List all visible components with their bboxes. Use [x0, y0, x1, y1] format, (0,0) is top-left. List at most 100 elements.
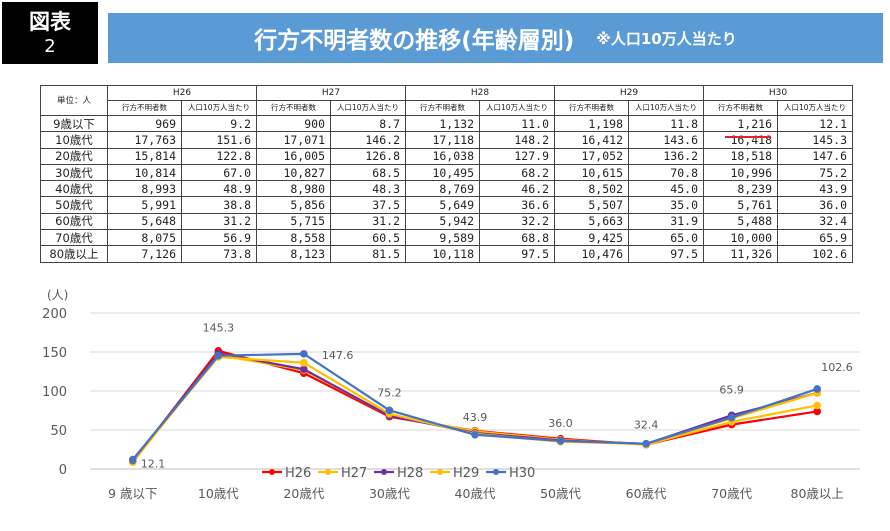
- sub-header-count: 行方不明者数: [703, 100, 778, 116]
- x-tick-label: 50歳代: [540, 486, 581, 501]
- data-point: [300, 358, 308, 367]
- sub-header-rate: 人口10万人当たり: [479, 100, 555, 116]
- title-note: ※人口10万人当たり: [596, 29, 737, 48]
- cell-count: 10,118: [405, 245, 480, 263]
- sub-header-count: 行方不明者数: [256, 100, 331, 116]
- year-header: H28: [405, 85, 555, 101]
- y-axis-label: (人): [47, 288, 68, 302]
- y-tick-label: 0: [59, 463, 67, 478]
- data-label: 32.4: [634, 419, 659, 432]
- cell-count: 7,126: [107, 245, 182, 263]
- cell-rate: 37.5: [330, 196, 406, 214]
- unit-label: 単位：人: [40, 85, 108, 116]
- legend-label: H26: [285, 466, 311, 481]
- row-label: 30歳代: [40, 163, 108, 182]
- cell-count: 10,000: [703, 229, 778, 247]
- table-row: 80歳以上 7,126 73.8 8,123 81.5 10,118 97.5 10,476 9…: [40, 245, 853, 263]
- data-label: 36.0: [548, 417, 573, 430]
- cell-count: 5,649: [405, 196, 480, 214]
- data-labels: 12.1 145.3 147.6 75.2 43.9 36.0 32.4 65.9 102.6: [141, 322, 853, 471]
- data-point: [385, 406, 394, 415]
- cell-rate: 122.8: [181, 147, 257, 165]
- data-label: 75.2: [377, 386, 402, 399]
- data-point: [813, 385, 822, 393]
- cell-rate: 145.3: [777, 131, 853, 149]
- table-row: 30歳代 10,814 67.0 10,827 68.5 10,495 68.2 10,615…: [40, 163, 853, 182]
- sub-header-count: 行方不明者数: [554, 100, 629, 116]
- sub-header-rate: 人口10万人当たり: [330, 100, 406, 116]
- year-header: H29: [554, 85, 704, 101]
- cell-rate: 81.5: [330, 245, 406, 263]
- cell-rate: 9.2: [181, 114, 257, 133]
- x-tick-label: 70歳代: [711, 486, 752, 501]
- cell-rate: 38.8: [181, 196, 257, 214]
- cell-rate: 32.4: [777, 212, 853, 231]
- sub-header-rate: 人口10万人当たり: [777, 100, 853, 116]
- line-chart: 0 50 100 150 200 9 歳以下 10歳代 20歳代 30歳代 40歳代 50歳代 60…: [42, 288, 860, 501]
- cell-count: 8,239: [703, 180, 778, 198]
- cell-count: 5,715: [256, 212, 331, 231]
- x-tick-label: 9 歳以下: [108, 486, 157, 501]
- cell-rate: 65.0: [628, 229, 704, 247]
- row-label: 10歳代: [40, 131, 108, 149]
- cell-count: 17,071: [256, 131, 331, 149]
- x-tick-label: 30歳代: [369, 486, 410, 501]
- cell-rate: 68.5: [330, 163, 406, 182]
- data-point: [300, 350, 308, 358]
- cell-count: 17,118: [405, 131, 480, 149]
- cell-rate: 70.8: [628, 163, 704, 182]
- series-h28: [128, 349, 822, 465]
- y-axis-ticks: 0 50 100 150 200: [42, 307, 67, 478]
- cell-rate: 67.0: [181, 163, 257, 182]
- sub-header-row: 行方不明者数 人口10万人当たり 行方不明者数 人口10万人当たり 行方不明者数 人口10…: [41, 100, 853, 116]
- cell-count: 5,488: [703, 212, 778, 231]
- data-point: [128, 455, 137, 464]
- cell-rate: 32.2: [479, 212, 555, 231]
- data-point: [556, 437, 565, 445]
- table-row: 9歳以下 969 9.2 900 8.7 1,132 11.0 1,198 11.8 1,216 1…: [40, 114, 853, 133]
- cell-count: 5,507: [554, 196, 629, 214]
- data-point: [813, 401, 822, 410]
- data-point: [300, 365, 308, 374]
- legend-item-h30: H30: [486, 466, 535, 481]
- cell-rate: 48.9: [181, 180, 257, 198]
- cell-rate: 45.0: [628, 180, 704, 198]
- cell-rate: 102.6: [777, 245, 853, 263]
- x-tick-label: 20歳代: [283, 486, 324, 501]
- cell-count: 8,769: [405, 180, 480, 198]
- legend-label: H28: [397, 466, 423, 481]
- table-row: 50歳代 5,991 38.8 5,856 37.5 5,649 36.6 5,507 35.0…: [40, 196, 853, 214]
- cell-count: 10,996: [703, 163, 778, 182]
- page-title: 行方不明者数の推移(年齢層別): [254, 28, 575, 54]
- data-point: [214, 351, 223, 360]
- y-tick-label: 100: [42, 385, 67, 400]
- y-tick-label: 150: [42, 346, 67, 361]
- data-label: 147.6: [322, 349, 354, 362]
- cell-count: 1,216: [703, 114, 778, 133]
- legend-item-h26: H26: [262, 466, 311, 481]
- figure-badge-label: 図表: [29, 10, 71, 34]
- cell-count: 969: [107, 114, 182, 133]
- y-tick-label: 200: [42, 307, 67, 322]
- year-header: H30: [703, 85, 853, 101]
- cell-rate: 11.0: [479, 114, 555, 133]
- table-row: 10歳代 17,763 151.6 17,071 146.2 17,118 148.2 16,…: [40, 131, 853, 149]
- cell-count: 5,663: [554, 212, 629, 231]
- cell-count: 10,814: [107, 163, 182, 182]
- row-label: 40歳代: [40, 180, 108, 198]
- year-header: H27: [256, 85, 406, 101]
- legend: H26 H27 H28 H29 H30: [262, 466, 535, 481]
- cell-count: 16,038: [405, 147, 480, 165]
- cell-count: 900: [256, 114, 331, 133]
- cell-rate: 8.7: [330, 114, 406, 133]
- cell-rate: 68.2: [479, 163, 555, 182]
- cell-count: 8,993: [107, 180, 182, 198]
- x-tick-label: 10歳代: [198, 486, 239, 501]
- cell-rate: 146.2: [330, 131, 406, 149]
- legend-marker: [437, 469, 443, 475]
- series-h27: [128, 351, 822, 467]
- legend-label: H30: [509, 466, 535, 481]
- x-tick-label: 40歳代: [455, 486, 496, 501]
- cell-rate: 151.6: [181, 131, 257, 149]
- series-line: [131, 349, 818, 463]
